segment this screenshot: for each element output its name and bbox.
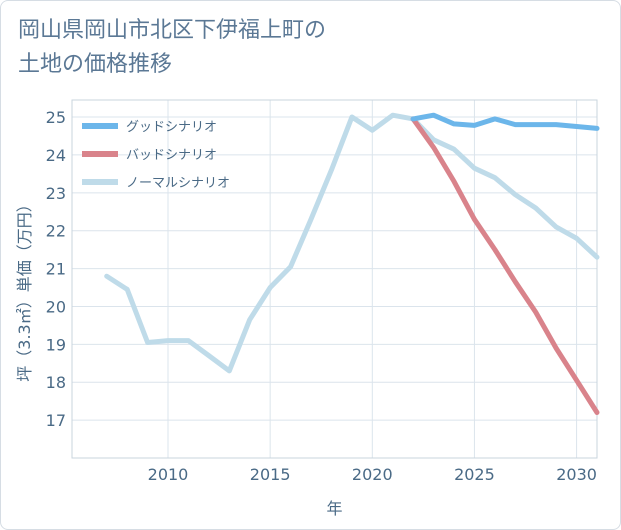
tick-labels: 2010 2015 2020 2025 2030 17 18 19 20 21 22 23 24 25: [46, 108, 597, 484]
x-tick-label-2025: 2025: [454, 465, 495, 484]
plot-area: [71, 99, 598, 459]
legend-label-good: グッドシナリオ: [126, 120, 217, 135]
y-tick-label-23: 23: [46, 184, 66, 203]
y-tick-label-19: 19: [46, 335, 66, 354]
title-line-1: 岡山県岡山市北区下伊福上町の: [18, 18, 327, 43]
x-tick-label-2030: 2030: [556, 465, 597, 484]
page-title: 岡山県岡山市北区下伊福上町の 土地の価格推移: [18, 14, 458, 82]
y-tick-label-22: 22: [46, 222, 66, 241]
series-line-good: [410, 112, 600, 131]
x-tick-label-2010: 2010: [148, 465, 189, 484]
y-tick-label-25: 25: [46, 108, 66, 127]
legend-label-normal: ノーマルシナリオ: [126, 176, 230, 191]
y-tick-label-20: 20: [46, 297, 66, 316]
x-tick-label-2015: 2015: [250, 465, 291, 484]
y-tick-label-18: 18: [46, 373, 66, 392]
series-line-bad: [410, 116, 600, 415]
grid-lines: [72, 100, 597, 458]
series-line-normal: [104, 112, 600, 374]
y-tick-label-24: 24: [46, 146, 66, 165]
title-line-2: 土地の価格推移: [18, 52, 173, 77]
legend-label-bad: バッドシナリオ: [126, 148, 217, 163]
series-lines: [104, 112, 600, 415]
x-tick-label-2020: 2020: [352, 465, 393, 484]
y-tick-label-21: 21: [46, 260, 66, 279]
y-axis-title: 坪（3.3㎡）単価（万円）: [15, 196, 34, 381]
y-tick-label-17: 17: [46, 411, 66, 430]
x-axis-title: 年: [326, 499, 342, 518]
